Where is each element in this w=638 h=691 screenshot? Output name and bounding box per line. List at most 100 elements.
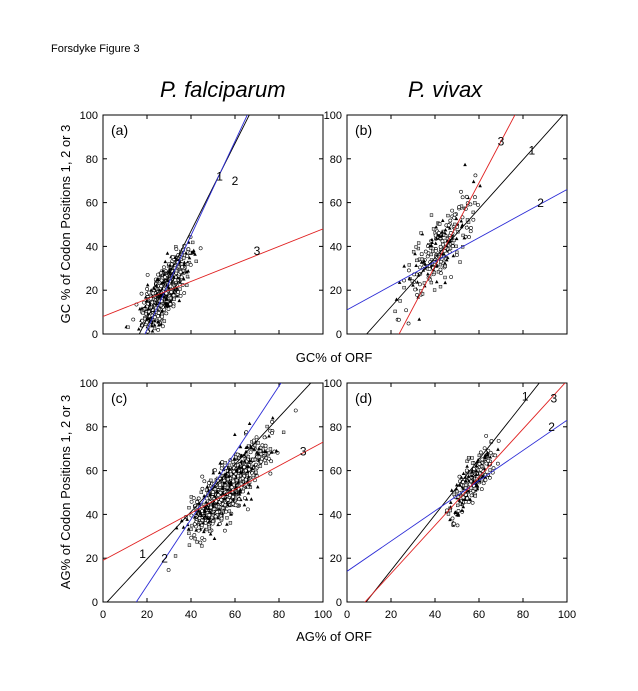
point-square bbox=[141, 311, 145, 315]
y-tick-label: 60 bbox=[86, 466, 98, 478]
point-circle bbox=[263, 443, 268, 448]
point-circle bbox=[178, 293, 183, 298]
point-triangle bbox=[236, 479, 241, 484]
point-triangle bbox=[466, 474, 471, 478]
y-tick-label: 40 bbox=[86, 509, 98, 521]
point-triangle bbox=[168, 298, 173, 302]
point-circle bbox=[222, 528, 227, 533]
point-circle bbox=[482, 446, 487, 451]
point-triangle bbox=[257, 446, 261, 450]
point-triangle bbox=[223, 475, 228, 479]
point-triangle bbox=[447, 226, 452, 230]
point-square bbox=[432, 288, 437, 292]
point-circle bbox=[450, 244, 455, 249]
point-triangle bbox=[192, 515, 197, 519]
point-triangle bbox=[407, 276, 412, 280]
point-square bbox=[456, 495, 460, 499]
point-circle bbox=[488, 450, 493, 455]
point-triangle bbox=[434, 225, 438, 229]
y-tick-label: 100 bbox=[80, 378, 98, 390]
point-square bbox=[234, 455, 238, 459]
panel-frame bbox=[102, 114, 324, 335]
point-triangle bbox=[252, 447, 256, 451]
point-circle bbox=[168, 302, 173, 307]
point-circle bbox=[243, 468, 248, 473]
point-circle bbox=[438, 267, 443, 272]
point-square bbox=[407, 263, 411, 267]
point-square bbox=[429, 213, 434, 217]
y-tick-label: 60 bbox=[86, 198, 98, 210]
y-tick-label: 80 bbox=[86, 422, 98, 434]
point-circle bbox=[468, 229, 473, 234]
point-circle bbox=[464, 194, 469, 199]
point-circle bbox=[156, 311, 161, 315]
point-circle bbox=[202, 537, 207, 542]
point-triangle bbox=[160, 309, 164, 313]
top-y-axis-label: GC % of Codon Positions 1, 2 or 3 bbox=[58, 125, 73, 324]
point-circle bbox=[397, 317, 401, 322]
point-circle bbox=[200, 474, 205, 479]
point-square bbox=[464, 483, 468, 487]
point-triangle bbox=[238, 444, 243, 449]
x-tick-label: 20 bbox=[385, 609, 397, 621]
point-triangle bbox=[176, 275, 180, 280]
point-circle bbox=[196, 528, 201, 533]
point-square bbox=[267, 451, 271, 455]
point-circle bbox=[464, 225, 469, 230]
point-triangle bbox=[156, 276, 160, 281]
point-square bbox=[174, 269, 179, 273]
point-circle bbox=[466, 500, 471, 504]
point-circle bbox=[456, 508, 461, 513]
point-triangle bbox=[247, 482, 252, 487]
point-square bbox=[443, 264, 447, 268]
point-triangle bbox=[186, 269, 190, 273]
x-tick-label: 80 bbox=[273, 609, 285, 621]
point-triangle bbox=[161, 268, 165, 273]
point-circle bbox=[436, 231, 441, 235]
point-circle bbox=[467, 235, 471, 239]
point-circle bbox=[142, 300, 146, 305]
point-square bbox=[429, 252, 433, 257]
point-circle bbox=[164, 311, 169, 316]
point-square bbox=[210, 515, 214, 520]
y-tick-label: 100 bbox=[324, 378, 342, 390]
point-triangle bbox=[226, 502, 230, 507]
point-square bbox=[187, 531, 191, 535]
regression-line-3 bbox=[103, 228, 323, 317]
point-triangle bbox=[201, 516, 206, 520]
point-triangle bbox=[470, 469, 475, 474]
point-square bbox=[226, 477, 230, 481]
point-circle bbox=[404, 308, 409, 313]
point-triangle bbox=[463, 162, 467, 167]
point-square bbox=[227, 509, 232, 513]
point-triangle bbox=[443, 280, 447, 285]
point-circle bbox=[191, 496, 196, 500]
point-triangle bbox=[149, 288, 153, 292]
point-triangle bbox=[165, 251, 170, 255]
point-triangle bbox=[247, 421, 252, 426]
point-triangle bbox=[212, 494, 217, 498]
point-square bbox=[488, 468, 492, 472]
point-triangle bbox=[203, 509, 207, 514]
point-triangle bbox=[222, 481, 226, 485]
point-triangle bbox=[451, 253, 456, 258]
point-square bbox=[162, 319, 167, 323]
y-tick-label: 40 bbox=[330, 509, 342, 521]
point-circle bbox=[415, 292, 419, 297]
point-triangle bbox=[444, 257, 449, 262]
point-circle bbox=[460, 195, 465, 200]
point-circle bbox=[293, 408, 298, 413]
point-circle bbox=[174, 247, 179, 252]
point-circle bbox=[450, 516, 455, 521]
point-triangle bbox=[397, 280, 402, 284]
point-triangle bbox=[182, 262, 187, 266]
point-square bbox=[264, 461, 268, 466]
point-circle bbox=[147, 290, 151, 295]
point-triangle bbox=[202, 529, 206, 534]
point-square bbox=[209, 478, 213, 483]
point-square bbox=[477, 453, 481, 458]
point-square bbox=[470, 456, 474, 460]
bottom-x-axis-label: AG% of ORF bbox=[296, 629, 372, 644]
point-triangle bbox=[458, 483, 462, 487]
point-circle bbox=[438, 244, 443, 249]
